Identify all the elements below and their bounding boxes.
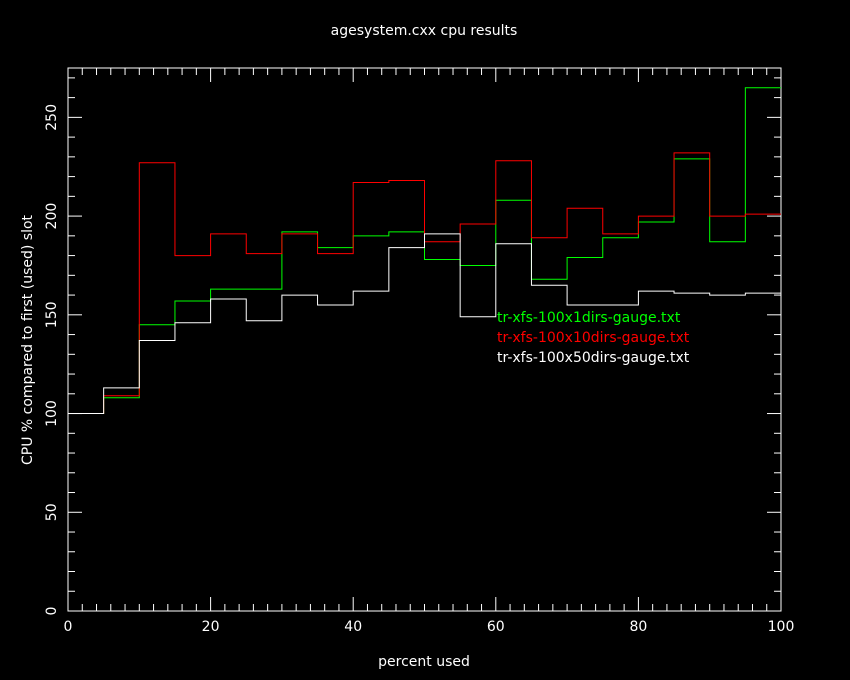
series-line-3 <box>68 233 781 415</box>
y-tick-label: 0 <box>44 607 60 616</box>
y-tick-label: 250 <box>44 104 60 131</box>
x-tick-label: 100 <box>768 619 795 635</box>
x-tick-label: 0 <box>64 619 73 635</box>
series-line-1 <box>68 87 781 415</box>
y-axis: 0 50 100 150 200 250 <box>44 77 781 616</box>
y-tick-label: 200 <box>44 203 60 230</box>
x-tick-label: 20 <box>202 619 220 635</box>
legend: tr-xfs-100x1dirs-gauge.txt tr-xfs-100x10d… <box>497 310 690 366</box>
legend-entry-1: tr-xfs-100x1dirs-gauge.txt <box>497 310 681 326</box>
y-tick-label: 100 <box>44 400 60 427</box>
legend-entry-2: tr-xfs-100x10dirs-gauge.txt <box>497 330 690 346</box>
x-tick-label: 80 <box>629 619 647 635</box>
legend-entry-3: tr-xfs-100x50dirs-gauge.txt <box>497 350 690 366</box>
y-tick-label: 50 <box>44 503 60 521</box>
x-tick-label: 60 <box>487 619 505 635</box>
chart-title: agesystem.cxx cpu results <box>331 23 518 39</box>
y-tick-label: 150 <box>44 301 60 328</box>
series-lines <box>68 87 781 415</box>
x-tick-label: 40 <box>344 619 362 635</box>
x-axis: 0 20 40 60 80 100 <box>64 68 795 635</box>
y-axis-label: CPU % compared to first (used) slot <box>20 214 36 465</box>
series-line-2 <box>68 152 781 415</box>
x-axis-label: percent used <box>378 654 470 670</box>
